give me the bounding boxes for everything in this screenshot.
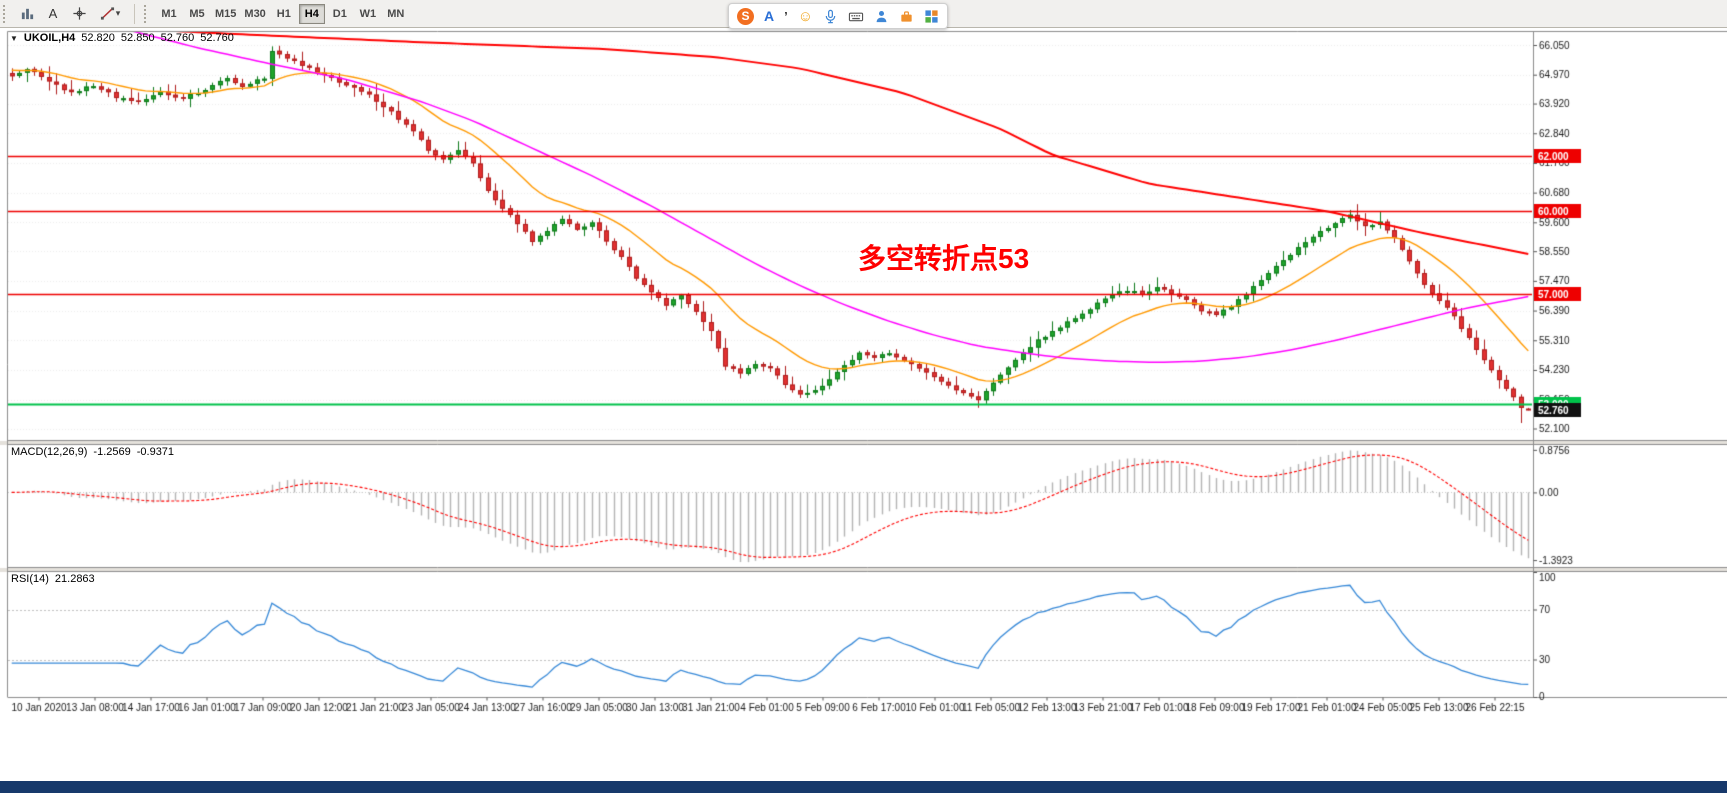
trendline-icon — [100, 6, 115, 21]
timeframe-buttons: M1 M5 M15 M30 H1 H4 D1 W1 MN — [155, 3, 410, 24]
bottom-status-bar — [0, 781, 1727, 793]
tf-button-H4[interactable]: H4 — [298, 3, 325, 24]
ohlc-close: 52.760 — [200, 32, 234, 44]
crosshair-icon — [72, 6, 87, 21]
chart-title: ▼ UKOIL,H4 52.820 52.850 52.760 52.760 — [10, 32, 234, 44]
skin-icon[interactable] — [899, 9, 914, 24]
tf-button-M15[interactable]: M15 — [215, 7, 237, 20]
sogou-logo-icon[interactable]: S — [737, 7, 754, 25]
emoji-icon[interactable]: ☺ — [797, 7, 814, 25]
macd-signal-value: -0.9371 — [136, 446, 175, 458]
macd-label: MACD(12,26,9) — [11, 446, 88, 458]
draw-tools-button[interactable]: ▾ — [93, 3, 127, 25]
text-tool-button[interactable]: A — [41, 3, 65, 25]
tf-button-M5[interactable]: M5 — [189, 7, 205, 20]
rsi-value: 21.2863 — [54, 573, 95, 585]
ohlc-high: 52.850 — [120, 32, 155, 44]
tf-button-W1[interactable]: W1 — [359, 7, 377, 20]
tf-button-H1[interactable]: H1 — [276, 7, 291, 20]
microphone-icon[interactable] — [823, 9, 838, 24]
chart-symbol-label: UKOIL,H4 — [23, 32, 76, 44]
bar-chart-icon — [20, 6, 35, 21]
toolbar-grip[interactable] — [3, 4, 9, 23]
rsi-label: RSI(14) — [11, 573, 49, 585]
crosshair-button[interactable] — [67, 3, 91, 25]
input-method-bar[interactable]: S A ’ ☺ — [728, 3, 949, 29]
rsi-label-row: RSI(14) 21.2863 — [11, 573, 95, 585]
tf-button-M1[interactable]: M1 — [161, 7, 177, 20]
language-mode-icon[interactable]: A — [764, 8, 775, 24]
chart-dropdown-icon[interactable]: ▼ — [10, 33, 18, 43]
tf-button-M30[interactable]: M30 — [244, 7, 266, 20]
macd-label-row: MACD(12,26,9) -1.2569 -0.9371 — [11, 446, 174, 458]
tf-button-MN[interactable]: MN — [387, 7, 405, 20]
text-a-icon: A — [48, 6, 58, 21]
punctuation-icon[interactable]: ’ — [784, 8, 788, 24]
toolbox-grid-icon[interactable] — [924, 9, 939, 24]
user-icon[interactable] — [874, 9, 889, 24]
chevron-down-icon: ▾ — [115, 8, 121, 18]
ohlc-open: 52.820 — [81, 32, 115, 44]
charts-button[interactable] — [15, 3, 39, 25]
toolbar-separator — [134, 3, 135, 24]
chart-annotation-text[interactable]: 多空转折点53 — [858, 243, 1030, 274]
keyboard-icon[interactable] — [848, 9, 864, 24]
tf-button-D1[interactable]: D1 — [332, 7, 347, 20]
toolbar-grip-2[interactable] — [144, 4, 150, 23]
macd-value: -1.2569 — [93, 446, 131, 458]
ohlc-low: 52.760 — [160, 32, 195, 44]
